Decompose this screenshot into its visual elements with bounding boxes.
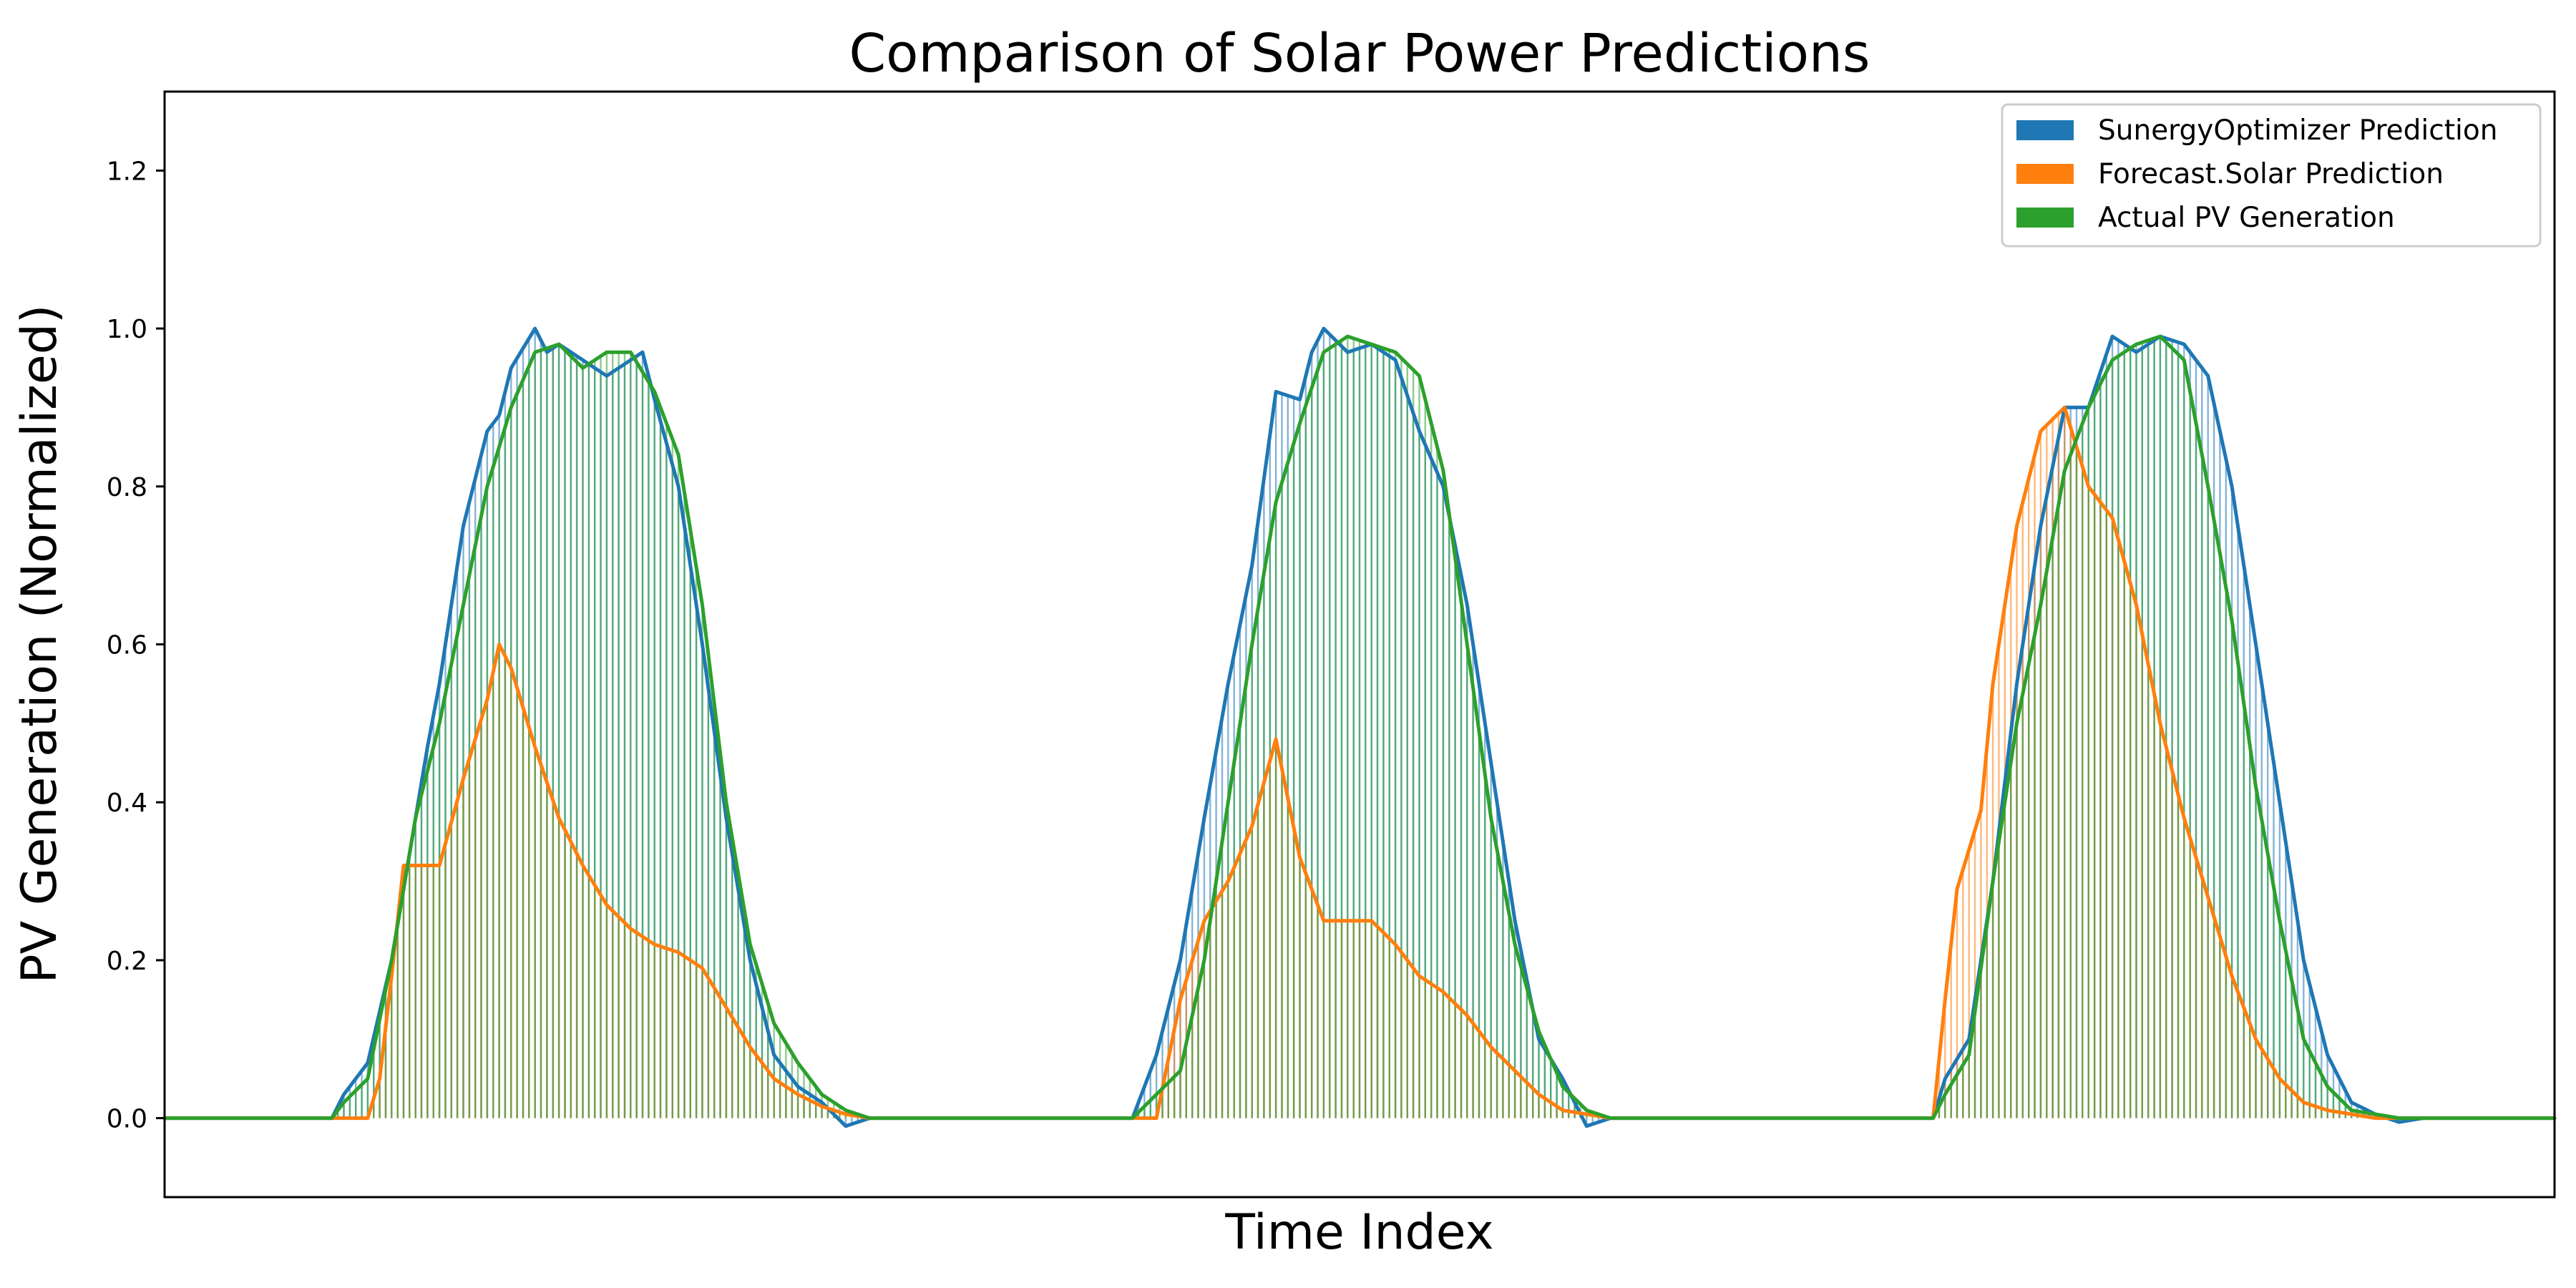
y-tick-label: 0.4 — [107, 789, 147, 818]
legend-label-actual-pv: Actual PV Generation — [2098, 202, 2395, 234]
y-tick-label: 0.2 — [107, 947, 147, 976]
series-line-actual-pv-generation — [162, 334, 2557, 1121]
legend-swatch-forecast-solar — [2016, 164, 2074, 184]
y-tick-label: 0.8 — [107, 473, 147, 502]
y-axis: 0.0 0.2 0.4 0.6 0.8 1.0 1.2 — [107, 157, 165, 1134]
lines-layer — [162, 326, 2557, 1128]
legend-swatch-sunergyoptimizer — [2016, 120, 2074, 140]
bars-layer — [336, 328, 2401, 1126]
y-tick-label: 1.2 — [107, 157, 147, 186]
legend-label-sunergyoptimizer: SunergyOptimizer Prediction — [2098, 114, 2497, 147]
y-tick-label: 1.0 — [107, 315, 147, 344]
y-tick-label: 0.0 — [107, 1105, 147, 1134]
chart-title: Comparison of Solar Power Predictions — [849, 23, 1870, 84]
legend-label-forecast-solar: Forecast.Solar Prediction — [2098, 158, 2444, 190]
y-tick-label: 0.6 — [107, 631, 147, 660]
bars-forecast-solar-prediction — [373, 407, 2353, 1118]
x-axis-title: Time Index — [1224, 1204, 1493, 1261]
legend-swatch-actual-pv — [2016, 208, 2074, 228]
bars-sunergyoptimizer-prediction — [336, 328, 2401, 1126]
bars-actual-pv-generation — [336, 336, 2376, 1118]
series-line-forecast-solar-prediction — [162, 405, 2557, 1121]
legend: SunergyOptimizer Prediction Forecast.Sol… — [2001, 103, 2542, 248]
y-axis-title: PV Generation (Normalized) — [11, 305, 68, 984]
legend-box — [2001, 103, 2542, 248]
